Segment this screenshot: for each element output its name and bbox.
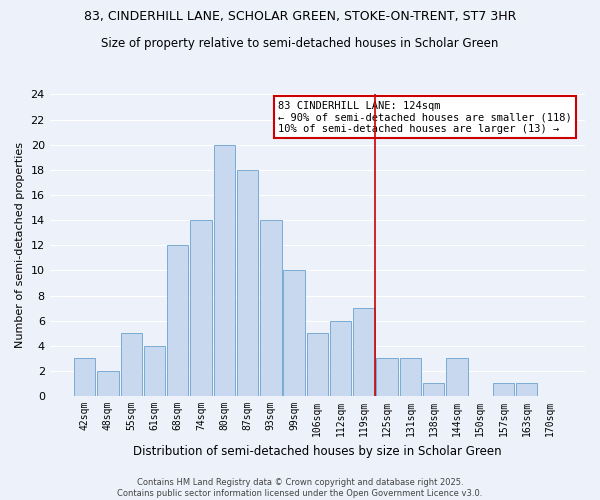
Bar bbox=[144, 346, 165, 396]
Bar bbox=[307, 333, 328, 396]
Bar bbox=[423, 384, 445, 396]
X-axis label: Distribution of semi-detached houses by size in Scholar Green: Distribution of semi-detached houses by … bbox=[133, 444, 502, 458]
Bar bbox=[214, 145, 235, 396]
Bar bbox=[493, 384, 514, 396]
Bar bbox=[400, 358, 421, 396]
Bar bbox=[260, 220, 281, 396]
Bar bbox=[121, 333, 142, 396]
Bar bbox=[190, 220, 212, 396]
Bar bbox=[283, 270, 305, 396]
Bar bbox=[237, 170, 258, 396]
Bar bbox=[167, 246, 188, 396]
Bar bbox=[353, 308, 374, 396]
Bar bbox=[516, 384, 538, 396]
Text: Size of property relative to semi-detached houses in Scholar Green: Size of property relative to semi-detach… bbox=[101, 38, 499, 51]
Text: Contains HM Land Registry data © Crown copyright and database right 2025.
Contai: Contains HM Land Registry data © Crown c… bbox=[118, 478, 482, 498]
Text: 83, CINDERHILL LANE, SCHOLAR GREEN, STOKE-ON-TRENT, ST7 3HR: 83, CINDERHILL LANE, SCHOLAR GREEN, STOK… bbox=[84, 10, 516, 23]
Bar bbox=[74, 358, 95, 396]
Bar bbox=[97, 371, 119, 396]
Bar bbox=[376, 358, 398, 396]
Bar bbox=[330, 320, 351, 396]
Text: 83 CINDERHILL LANE: 124sqm
← 90% of semi-detached houses are smaller (118)
10% o: 83 CINDERHILL LANE: 124sqm ← 90% of semi… bbox=[278, 100, 572, 134]
Bar bbox=[446, 358, 467, 396]
Y-axis label: Number of semi-detached properties: Number of semi-detached properties bbox=[15, 142, 25, 348]
